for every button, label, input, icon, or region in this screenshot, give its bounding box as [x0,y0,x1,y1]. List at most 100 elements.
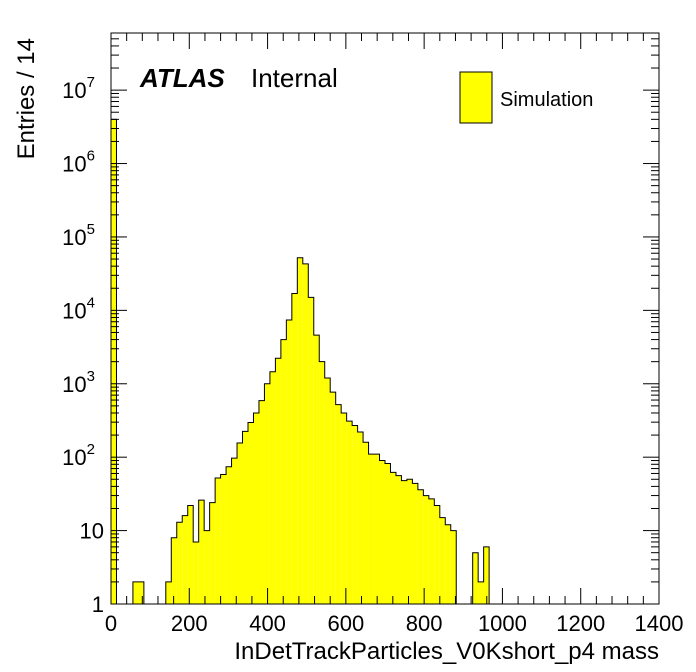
y-tick-base: 10 [62,445,86,470]
histogram-bin [198,500,205,604]
histogram-bin [242,431,248,604]
x-tick-label: 0 [105,611,117,636]
histogram-outline [110,118,495,605]
histogram-bin [445,524,451,604]
histogram-bin [187,505,194,604]
histogram-bin [319,361,325,604]
histogram-bin [335,404,342,604]
histogram-bin [483,546,490,604]
histogram-bin [423,495,429,604]
x-tick-label: 400 [249,611,286,636]
atlas-experiment-label: ATLAS [139,63,225,93]
histogram-bin [171,537,177,604]
x-tick-label: 1000 [478,611,527,636]
histogram-bin [132,581,139,604]
histogram-bin [439,517,446,604]
histogram-bin [291,293,298,604]
histogram-bin [248,422,254,604]
y-tick-label: 104 [62,294,95,323]
histogram-bin [275,358,281,604]
histogram-bin [231,458,238,604]
histogram-bin [182,515,188,604]
histogram-bin [269,371,276,604]
histogram-bin [209,502,216,604]
histogram-bin [412,483,418,604]
y-tick-label: 105 [62,221,95,250]
histogram-bin [352,425,358,604]
histogram-bin [346,421,353,604]
histogram-bin [313,335,320,604]
histogram-bin [341,412,347,604]
histogram-bin [330,392,336,604]
y-tick-label: 106 [62,148,95,177]
histogram-bin [253,412,259,604]
y-tick-exponent: 4 [87,294,95,311]
histogram-bin [215,478,221,604]
histogram-bin [385,463,391,604]
histogram-bin [176,522,183,604]
y-tick-exponent: 3 [87,368,95,385]
y-tick-exponent: 2 [87,441,95,458]
histogram-bin [324,377,331,604]
x-axis-label: InDetTrackParticles_V0Kshort_p4 mass [234,638,659,665]
histogram-bars [111,119,490,604]
x-tick-label: 600 [327,611,364,636]
histogram-bin [138,581,144,604]
histogram-bin [264,383,270,604]
y-tick-base: 10 [62,372,86,397]
histogram-bin [302,263,309,604]
legend: Simulation [459,71,593,124]
histogram-bin [226,466,232,604]
histogram-bin [406,479,413,604]
histogram-bin [374,454,380,604]
histogram-bin [258,400,265,604]
y-tick-label: 102 [62,441,95,470]
histogram-bin [286,319,292,604]
histogram-bin [165,581,172,604]
histogram-bin [297,257,303,604]
histogram-bin [472,552,479,604]
y-tick-label: 10 [80,519,104,544]
histogram-bin [434,505,440,604]
histogram-bin [379,460,385,604]
atlas-annotation: ATLAS Internal [139,63,338,93]
histogram-bin [368,454,375,604]
y-tick-label: 1 [92,592,104,617]
y-tick-label: 103 [62,368,95,397]
legend-swatch-simulation [459,71,493,124]
histogram-bin [478,581,484,604]
histogram-bin [204,530,210,604]
y-tick-exponent: 7 [87,74,95,91]
histogram-bin [395,475,402,604]
legend-entry-simulation: Simulation [500,89,593,111]
y-tick-base: 10 [62,298,86,323]
x-tick-label: 1200 [556,611,605,636]
histogram-bin [417,489,424,604]
y-tick-base: 10 [62,225,86,250]
x-axis-tick-labels: 0 200 400 600 800 1000 1200 1400 [105,611,684,636]
histogram-bin [428,498,435,604]
x-tick-label: 800 [406,611,443,636]
y-tick-base: 10 [62,152,86,177]
y-tick-base: 10 [62,78,86,103]
y-tick-exponent: 5 [87,221,95,238]
histogram-bin [390,472,396,604]
histogram-bin [237,443,243,604]
histogram-bin [280,339,287,604]
histogram-bin [193,541,199,604]
histogram-bin [220,474,227,604]
y-axis-ticks [111,32,659,605]
y-tick-label: 107 [62,74,95,103]
y-axis-label: Entries / 14 [13,38,40,159]
x-tick-label: 1400 [635,611,684,636]
plot-frame [110,32,660,605]
atlas-status-label: Internal [251,63,338,93]
histogram-bin [308,297,314,604]
histogram-bin [357,432,364,604]
histogram-bin [363,442,369,604]
y-tick-exponent: 6 [87,148,95,165]
histogram-bin [401,480,407,604]
histogram-bin [450,530,457,604]
